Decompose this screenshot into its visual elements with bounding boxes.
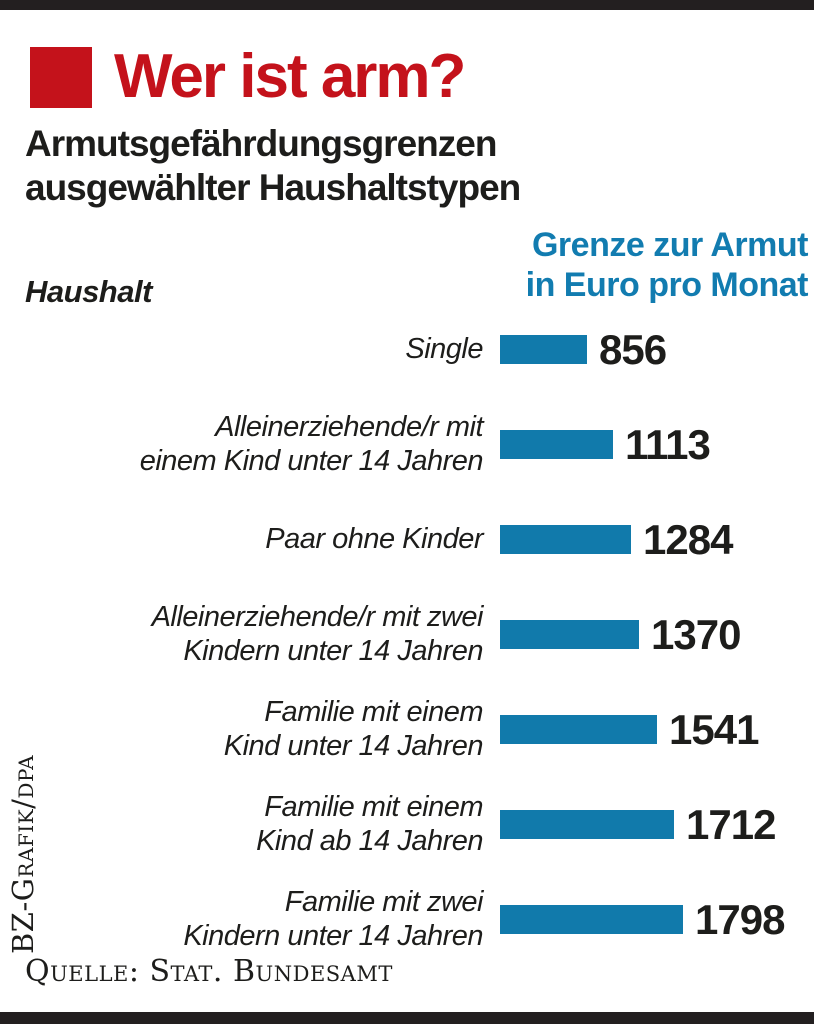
bar-value: 1798: [695, 895, 785, 943]
bar-chart: Single 856 Alleinerziehende/r mit einem …: [0, 302, 814, 967]
bar-row: Alleinerziehende/r mit einem Kind unter …: [0, 397, 814, 492]
bar-value: 1712: [686, 800, 776, 848]
bar: [500, 430, 613, 459]
bar-value: 1284: [643, 515, 733, 563]
agency-credit: BZ-Grafik/dpa: [6, 754, 40, 954]
bar: [500, 810, 674, 839]
bar-row-label: Familie mit einem Kind unter 14 Jahren: [223, 696, 484, 762]
page-title: Wer ist arm?: [114, 42, 466, 111]
bar-value: 1370: [651, 610, 741, 658]
bar-row-label: Alleinerziehende/r mit zwei Kindern unte…: [151, 601, 484, 667]
bottom-rule: [0, 1012, 814, 1024]
bar-value: 856: [599, 325, 667, 373]
bar-row-label: Familie mit einem Kind ab 14 Jahren: [256, 791, 483, 857]
bar-row-label: Single: [405, 332, 483, 365]
bar-row-label: Paar ohne Kinder: [265, 522, 483, 555]
bar-row: Alleinerziehende/r mit zwei Kindern unte…: [0, 587, 814, 682]
top-rule: [0, 0, 814, 10]
bar-row-label: Familie mit zwei Kindern unter 14 Jahren: [183, 886, 483, 952]
bar-value: 1541: [669, 705, 759, 753]
bar-value: 1113: [625, 420, 711, 468]
bar: [500, 525, 631, 554]
column-header-threshold: Grenze zur Armut in Euro pro Monat: [525, 226, 809, 304]
bar-row: Familie mit einem Kind unter 14 Jahren 1…: [0, 682, 814, 777]
bar: [500, 620, 639, 649]
bar: [500, 715, 657, 744]
bar-row: Familie mit einem Kind ab 14 Jahren 1712: [0, 777, 814, 872]
bar-row: Single 856: [0, 302, 814, 397]
bar: [500, 335, 587, 364]
title-bullet-square: [30, 47, 92, 108]
bar-row: Familie mit zwei Kindern unter 14 Jahren…: [0, 872, 814, 967]
source-note: Quelle: Stat. Bundesamt: [25, 954, 393, 989]
bar: [500, 905, 683, 934]
bar-row-label: Alleinerziehende/r mit einem Kind unter …: [139, 411, 484, 477]
bar-row: Paar ohne Kinder 1284: [0, 492, 814, 587]
subtitle: Armutsgefährdungsgrenzen ausgewählter Ha…: [25, 123, 521, 209]
column-header-household: Haushalt: [25, 274, 152, 309]
